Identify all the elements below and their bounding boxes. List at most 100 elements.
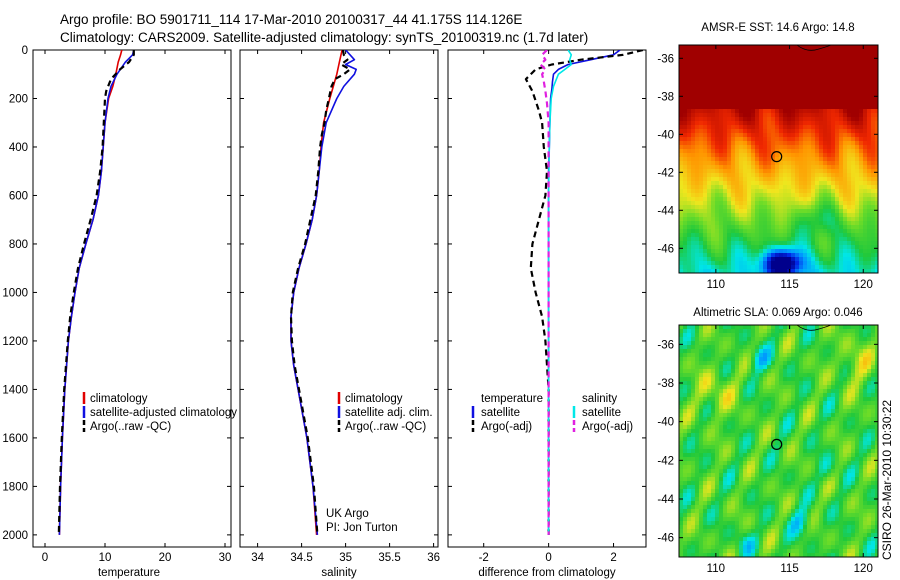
map-cell [683, 421, 688, 426]
map-cell [695, 209, 700, 214]
map-cell [723, 73, 728, 78]
map-cell [731, 253, 736, 258]
map-cell [855, 377, 860, 382]
map-cell [807, 213, 812, 218]
map-cell [831, 405, 836, 410]
map-cell [771, 133, 776, 138]
map-cell [871, 353, 876, 358]
map-cell [795, 473, 800, 478]
map-cell [763, 445, 768, 450]
map-cell [707, 361, 712, 366]
map-cell [835, 445, 840, 450]
map-cell [807, 137, 812, 142]
map-cell [803, 409, 808, 414]
map-cell [839, 345, 844, 350]
map-cell [771, 325, 776, 330]
map-cell [799, 333, 804, 338]
map-cell [679, 461, 684, 466]
map-cell [859, 413, 864, 418]
map-cell [735, 69, 740, 74]
map-cell [711, 401, 716, 406]
map-cell [723, 365, 728, 370]
map-cell [843, 217, 848, 222]
map-cell [751, 361, 756, 366]
map-cell [779, 129, 784, 134]
map-cell [779, 137, 784, 142]
map-cell [803, 77, 808, 82]
map-cell [683, 325, 688, 330]
map-cell [775, 157, 780, 162]
map-cell [759, 49, 764, 54]
map-cell [807, 169, 812, 174]
map-cell [859, 365, 864, 370]
map-cell [875, 421, 878, 426]
map-cell [843, 137, 848, 142]
map-cell [731, 201, 736, 206]
map-cell [695, 233, 700, 238]
map-cell [775, 373, 780, 378]
map-cell [775, 225, 780, 230]
map-cell [687, 397, 692, 402]
map-cell [843, 133, 848, 138]
map-cell [847, 213, 852, 218]
map-cell [743, 241, 748, 246]
map-cell [763, 213, 768, 218]
map-cell [791, 157, 796, 162]
map-cell [743, 253, 748, 258]
map-cell [751, 45, 756, 50]
map-cell [827, 389, 832, 394]
map-cell [799, 49, 804, 54]
map-cell [747, 173, 752, 178]
map-cell [699, 193, 704, 198]
annotation-pi: PI: Jon Turton [326, 522, 398, 534]
map-cell [743, 157, 748, 162]
map-cell [755, 393, 760, 398]
map-cell [847, 453, 852, 458]
map-cell [691, 269, 696, 273]
map-cell [831, 461, 836, 466]
map-cell [715, 133, 720, 138]
map-cell [735, 185, 740, 190]
map-cell [751, 333, 756, 338]
map-cell [695, 353, 700, 358]
map-cell [835, 201, 840, 206]
map-cell [699, 141, 704, 146]
map-cell [683, 137, 688, 142]
map-cell [715, 441, 720, 446]
map-cell [711, 377, 716, 382]
map-cell [711, 345, 716, 350]
map-cell [783, 181, 788, 186]
map-cell [747, 145, 752, 150]
map-cell [751, 65, 756, 70]
map-cell [691, 453, 696, 458]
x-tick-label: 110 [707, 279, 725, 291]
map-cell [703, 245, 708, 250]
map-cell [795, 93, 800, 98]
map-cell [719, 393, 724, 398]
map-cell [843, 417, 848, 422]
map-cell [799, 381, 804, 386]
map-cell [755, 81, 760, 86]
map-cell [703, 181, 708, 186]
map-cell [823, 405, 828, 410]
map-cell [787, 101, 792, 106]
map-cell [691, 81, 696, 86]
map-cell [755, 121, 760, 126]
map-cell [791, 333, 796, 338]
map-cell [839, 469, 844, 474]
map-cell [779, 77, 784, 82]
map-cell [727, 333, 732, 338]
map-cell [871, 385, 876, 390]
map-cell [687, 357, 692, 362]
map-cell [687, 329, 692, 334]
map-cell [731, 73, 736, 78]
map-cell [783, 441, 788, 446]
map-cell [835, 421, 840, 426]
map-cell [743, 141, 748, 146]
map-cell [779, 105, 784, 110]
map-cell [755, 329, 760, 334]
map-cell [735, 269, 740, 273]
map-cell [775, 129, 780, 134]
map-cell [839, 145, 844, 150]
map-cell [819, 185, 824, 190]
